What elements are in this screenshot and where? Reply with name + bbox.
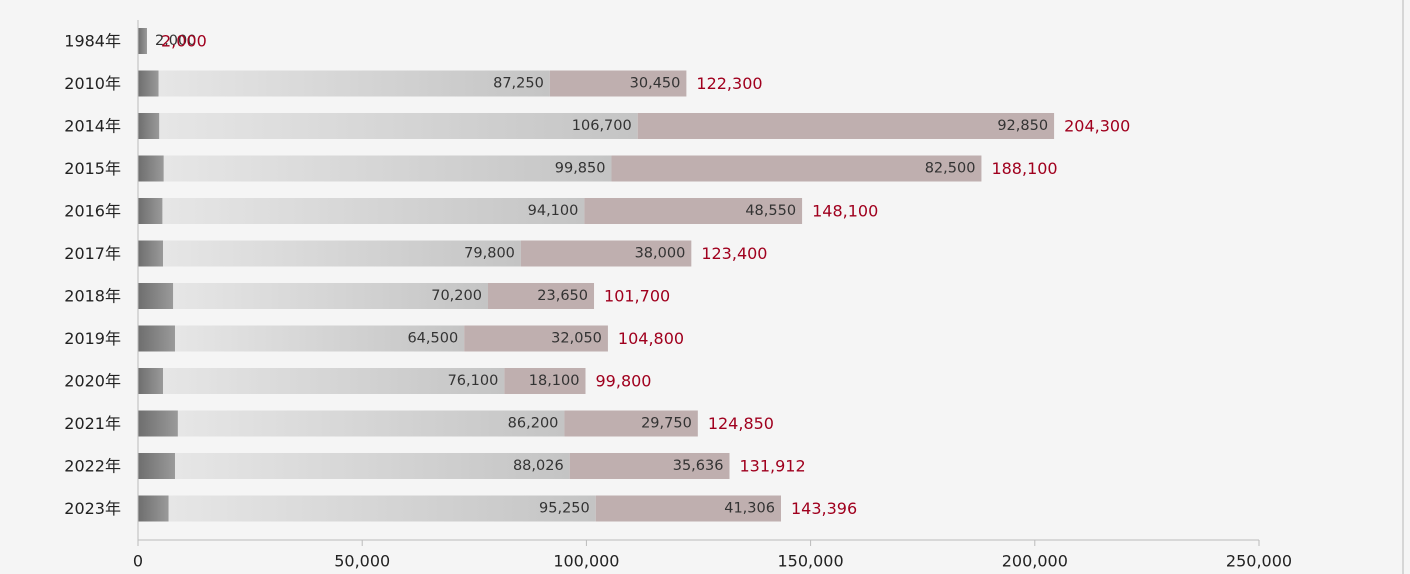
total-label: 204,300: [1064, 117, 1130, 136]
bar-segment-3: [611, 155, 982, 182]
bar-segment-1: [138, 240, 164, 267]
category-label: 2017年: [64, 244, 121, 263]
panel-right-border: [1402, 0, 1404, 574]
total-label: 101,700: [604, 287, 670, 306]
total-label: 122,300: [696, 74, 762, 93]
segment-value-label: 2,000: [155, 33, 197, 49]
total-label: 99,800: [596, 372, 652, 391]
segment-value-label: 41,306: [724, 501, 775, 517]
segment-value-label: 99,850: [555, 161, 606, 177]
bar-segment-3: [595, 495, 781, 522]
total-label: 143,396: [791, 499, 857, 518]
total-label: 131,912: [739, 457, 805, 476]
bar-segment-3: [584, 198, 803, 224]
bar-segment-1: [138, 155, 164, 182]
bar-segment-3: [504, 368, 586, 394]
segment-value-label: 88,026: [513, 458, 564, 474]
bar-segment-1: [138, 325, 175, 352]
bar-segment-2: [174, 453, 570, 479]
segment-value-label: 18,100: [529, 373, 580, 389]
bar-segment-1: [138, 410, 178, 437]
bar-segment-1: [138, 368, 164, 394]
bar-segment-1: [138, 495, 169, 522]
x-tick-label: 150,000: [778, 552, 844, 571]
category-label: 2021年: [64, 414, 121, 433]
x-tick-label: 200,000: [1002, 552, 1068, 571]
segment-value-label: 32,050: [551, 331, 602, 347]
segment-value-label: 106,700: [572, 118, 632, 134]
category-label: 2019年: [64, 329, 121, 348]
category-label: 2023年: [64, 499, 121, 518]
segment-value-label: 35,636: [673, 458, 724, 474]
total-label: 124,850: [708, 414, 774, 433]
bars-layer: 1984年2,0002,0002010年4,60087,25030,450122…: [64, 28, 1130, 522]
segment-value-label: 92,850: [997, 118, 1048, 134]
segment-value-label: 70,200: [431, 288, 482, 304]
category-label: 2020年: [64, 372, 121, 391]
bar-segment-3: [564, 410, 698, 437]
bar-segment-2: [174, 325, 465, 352]
category-label: 2016年: [64, 202, 121, 221]
segment-value-label: 86,200: [508, 416, 559, 432]
segment-value-label: 82,500: [925, 161, 976, 177]
x-axis: 0 50,000 100,000 150,000 200,000 250,000: [133, 20, 1292, 571]
total-label: 2,000: [161, 32, 207, 51]
segment-value-label: 30,450: [630, 76, 681, 92]
bar-segment-3: [637, 113, 1055, 139]
total-label: 148,100: [812, 202, 878, 221]
segment-value-label: 79,800: [464, 246, 515, 262]
bar-segment-1: [138, 453, 175, 479]
total-label: 123,400: [701, 244, 767, 263]
category-label: 2018年: [64, 287, 121, 306]
bar-segment-2: [159, 113, 638, 139]
total-label: 188,100: [991, 159, 1057, 178]
total-label: 104,800: [618, 329, 684, 348]
bar-segment-1: [138, 113, 160, 139]
segment-value-label: 76,100: [448, 373, 499, 389]
bar-segment-1: [138, 28, 147, 54]
segment-value-label: 64,500: [407, 331, 458, 347]
bar-segment-2: [173, 283, 488, 309]
segment-value-label: 95,250: [539, 501, 590, 517]
x-tick-label: 100,000: [553, 552, 619, 571]
bar-segment-2: [163, 368, 505, 394]
segment-value-label: 48,550: [745, 203, 796, 219]
category-label: 2015年: [64, 159, 121, 178]
segment-value-label: 29,750: [641, 416, 692, 432]
bar-segment-2: [158, 70, 550, 97]
bar-segment-1: [138, 70, 159, 97]
category-label: 2010年: [64, 74, 121, 93]
bar-segment-3: [549, 70, 687, 97]
segment-value-label: 38,000: [635, 246, 686, 262]
x-tick-label: 50,000: [334, 552, 390, 571]
bar-segment-3: [487, 283, 595, 309]
bar-segment-2: [163, 240, 521, 267]
bar-segment-3: [569, 453, 730, 479]
category-label: 1984年: [64, 32, 121, 51]
bar-segment-2: [168, 495, 596, 522]
bar-segment-1: [138, 283, 174, 309]
bar-segment-1: [138, 198, 163, 224]
bar-segment-2: [177, 410, 565, 437]
bar-segment-2: [162, 198, 585, 224]
category-label: 2014年: [64, 117, 121, 136]
segment-value-label: 87,250: [493, 76, 544, 92]
segment-value-label: 94,100: [528, 203, 579, 219]
category-label: 2022年: [64, 457, 121, 476]
segment-value-label: 23,650: [537, 288, 588, 304]
x-tick-label: 0: [133, 552, 143, 571]
bar-segment-2: [163, 155, 612, 182]
bar-segment-3: [520, 240, 692, 267]
x-tick-label: 250,000: [1226, 552, 1292, 571]
bar-segment-3: [464, 325, 608, 352]
